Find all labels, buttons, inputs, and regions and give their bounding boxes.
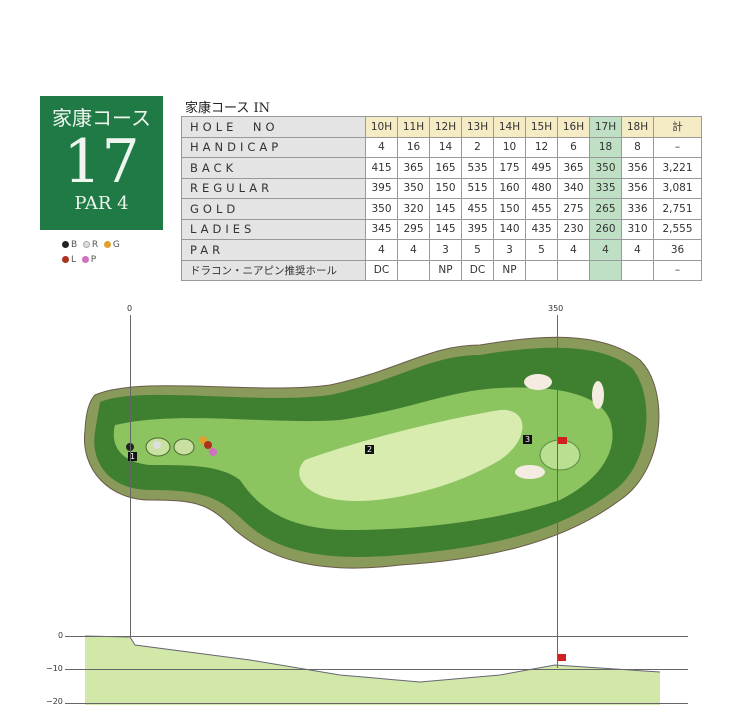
tee-box: [173, 438, 195, 456]
level-10-line: [65, 669, 688, 670]
tee-marker-r: [153, 441, 161, 449]
green: [539, 439, 581, 471]
table-cell: 350: [589, 157, 622, 179]
table-row: REGULAR 395 350 150 515 160 480 340 335 356 3,081: [181, 177, 702, 199]
distance-start-label: 0: [127, 304, 133, 313]
marker-3: 3: [523, 435, 533, 444]
bunker: [524, 374, 552, 390]
table-cell: 3,081: [653, 177, 702, 199]
row-label: BACK: [181, 157, 366, 179]
white-tee-dot-icon: [82, 241, 90, 248]
bunker: [515, 465, 545, 479]
table-title: 家康コース IN: [185, 101, 270, 116]
legend-g-label: G: [112, 240, 120, 250]
legend-b: B: [62, 240, 77, 250]
start-line: [130, 315, 131, 637]
red-tee-dot-icon: [62, 256, 69, 263]
black-tee-dot-icon: [62, 241, 69, 248]
table-row: ドラコン・ニアピン推奨ホール DC NP DC NP –: [181, 259, 702, 281]
profile-flag-icon: [557, 654, 566, 661]
hole-par: PAR 4: [74, 193, 129, 214]
table-row: LADIES 345 295 145 395 140 435 230 260 310 2,555: [181, 218, 702, 240]
table-cell: 435: [525, 218, 558, 240]
marker-2: 2: [365, 445, 375, 454]
table-cell: 12: [525, 136, 558, 158]
elevation-profile-line: [84, 635, 661, 683]
pink-tee-dot-icon: [81, 256, 89, 263]
gold-tee-dot-icon: [103, 241, 111, 248]
elevation-profile: [85, 636, 660, 705]
table-cell: 11H: [397, 116, 430, 138]
row-label: GOLD: [181, 198, 366, 220]
table-cell: 15H: [525, 116, 558, 138]
table-cell: 175: [493, 157, 526, 179]
table-cell: –: [653, 259, 702, 281]
flag-icon: [558, 437, 567, 444]
table-cell: 10H: [365, 116, 398, 138]
tee-legend: B R G L P: [62, 238, 120, 268]
table-row: HANDICAP 4 16 14 2 10 12 6 18 8–: [181, 136, 702, 158]
row-label: LADIES: [181, 218, 366, 240]
table-cell: 16H: [557, 116, 590, 138]
marker-1: 1: [128, 452, 138, 461]
tee-marker-g: [199, 436, 207, 444]
row-label: HOLE NO: [181, 116, 366, 138]
legend-r-label: R: [91, 240, 99, 250]
bunker: [592, 381, 604, 409]
table-row: BACK 415 365 165 535 175 495 365 350 356 3,221: [181, 157, 702, 179]
level-20-label: −20: [46, 697, 63, 706]
level-0-line: [65, 636, 688, 637]
table-cell: 265: [589, 198, 622, 220]
row-label: HANDICAP: [181, 136, 366, 158]
table-cell: 14H: [493, 116, 526, 138]
legend-g: G: [103, 240, 120, 250]
legend-l-label: L: [71, 255, 77, 265]
legend-p-label: P: [90, 255, 97, 265]
fairway: [299, 409, 523, 501]
table-cell: DC: [365, 259, 398, 281]
table-cell: 320: [397, 198, 430, 220]
hole-badge: 家康コース 17 PAR 4: [40, 96, 163, 230]
row-label: ドラコン・ニアピン推奨ホール: [181, 259, 366, 281]
level-0-label: 0: [58, 631, 64, 640]
hole-number: 17: [63, 127, 140, 197]
table-cell: 18H: [621, 116, 654, 138]
table-row: GOLD 350 320 145 455 150 455 275 265 336 2,751: [181, 198, 702, 220]
course-name: 家康コース: [52, 106, 151, 130]
table-cell: 356: [621, 157, 654, 179]
level-20-line: [65, 703, 688, 704]
table-cell: 12H: [429, 116, 462, 138]
table-cell: 335: [589, 177, 622, 199]
table-cell: NP: [429, 259, 462, 281]
scorecard-table: HOLE NO 10H 11H 12H 13H 14H 15H 16H 17H 18H 計 HANDI…: [181, 116, 702, 281]
tee-marker-l: [204, 441, 212, 449]
legend-r: R: [82, 240, 99, 250]
row-label: PAR: [181, 239, 366, 261]
table-row: HOLE NO 10H 11H 12H 13H 14H 15H 16H 17H 18H 計: [181, 116, 702, 138]
legend-l: L: [62, 255, 76, 265]
table-cell: 2,751: [653, 198, 702, 220]
end-line: [557, 315, 558, 668]
table-row: PAR 4 4 3 5 3 5 4 4 4 36: [181, 239, 702, 261]
legend-b-label: B: [71, 240, 78, 250]
table-cell: 480: [525, 177, 558, 199]
distance-end-label: 350: [548, 304, 564, 313]
table-cell: 計: [653, 116, 702, 138]
table-cell: 455: [461, 198, 494, 220]
level-10-label: −10: [46, 664, 63, 673]
tee-marker-p: [209, 448, 217, 456]
legend-p: P: [81, 255, 97, 265]
